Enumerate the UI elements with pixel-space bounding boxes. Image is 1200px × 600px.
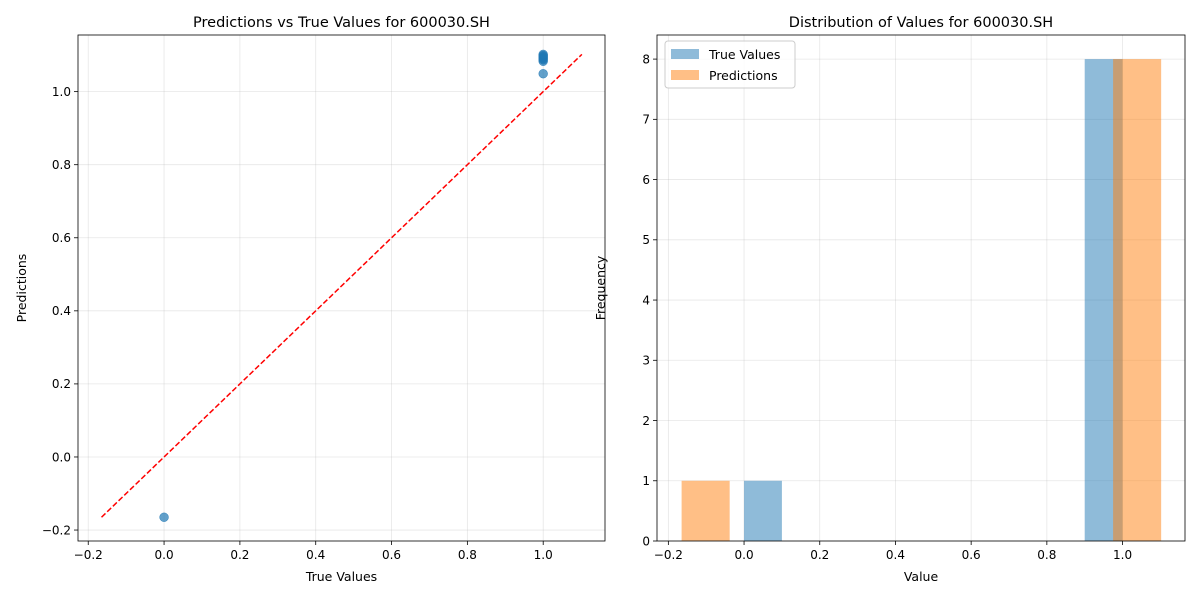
scatter-y-label: Predictions: [14, 254, 29, 323]
x-tick-label: 1.0: [1113, 548, 1132, 562]
histogram-y-ticks: 0 1 2 3 4 5 6 7 8: [642, 52, 657, 548]
y-tick-label: 0.4: [52, 304, 71, 318]
x-tick-label: 0.0: [155, 548, 174, 562]
scatter-grid: [78, 35, 605, 541]
ideal-fit-line: [100, 53, 583, 518]
y-tick-label: 3: [642, 354, 650, 368]
y-tick-label: 0.6: [52, 231, 71, 245]
x-tick-label: 1.0: [534, 548, 553, 562]
scatter-point: [538, 69, 548, 79]
y-tick-label: 0.0: [52, 450, 71, 464]
y-tick-label: 0.8: [52, 158, 71, 172]
true-values-bar: [744, 480, 782, 541]
legend-swatch-predictions: [671, 70, 699, 80]
y-tick-label: 4: [642, 293, 650, 307]
y-tick-label: 1: [642, 474, 650, 488]
y-tick-label: −0.2: [42, 523, 71, 537]
scatter-marks: [100, 49, 583, 522]
histogram-y-label: Frequency: [593, 255, 608, 320]
histogram-legend: True Values Predictions: [664, 40, 796, 89]
x-tick-label: 0.4: [306, 548, 325, 562]
histogram-x-label: Value: [904, 569, 939, 584]
legend-label-true-values: True Values: [708, 47, 780, 62]
histogram-panel: −0.2 0.0 0.2 0.4 0.6 0.8 1.0 0 1 2 3 4 5 6 7 8 Distrib…: [593, 15, 1186, 584]
y-tick-label: 7: [642, 113, 650, 127]
x-tick-label: 0.6: [962, 548, 981, 562]
y-tick-label: 6: [642, 173, 650, 187]
scatter-point: [538, 49, 548, 60]
scatter-x-label: True Values: [305, 569, 377, 584]
y-tick-label: 2: [642, 414, 650, 428]
x-tick-label: 0.8: [1037, 548, 1056, 562]
x-tick-label: 0.0: [735, 548, 754, 562]
scatter-panel: −0.2 0.0 0.2 0.4 0.6 0.8 1.0 −0.2 0.0 0.2 0.4 0.6 0…: [14, 15, 606, 584]
y-tick-label: 0.2: [52, 377, 71, 391]
legend-label-predictions: Predictions: [709, 68, 778, 83]
histogram-marks: [681, 59, 1162, 541]
scatter-title: Predictions vs True Values for 600030.SH: [193, 15, 490, 31]
x-tick-label: 0.8: [458, 548, 477, 562]
scatter-point: [159, 512, 169, 522]
histogram-x-ticks: −0.2 0.0 0.2 0.4 0.6 0.8 1.0: [654, 541, 1132, 562]
y-tick-label: 5: [642, 233, 650, 247]
histogram-title: Distribution of Values for 600030.SH: [789, 15, 1053, 31]
scatter-y-ticks: −0.2 0.0 0.2 0.4 0.6 0.8 1.0: [42, 85, 78, 537]
scatter-axes-frame: [77, 34, 606, 542]
predictions-bar: [1113, 59, 1162, 541]
scatter-x-ticks: −0.2 0.0 0.2 0.4 0.6 0.8 1.0: [74, 541, 553, 562]
y-tick-label: 1.0: [52, 85, 71, 99]
x-tick-label: 0.4: [886, 548, 905, 562]
x-tick-label: 0.6: [382, 548, 401, 562]
x-tick-label: 0.2: [230, 548, 249, 562]
x-tick-label: 0.2: [810, 548, 829, 562]
predictions-bar: [681, 480, 730, 541]
y-tick-label: 0: [642, 534, 650, 548]
x-tick-label: −0.2: [654, 548, 683, 562]
legend-swatch-true-values: [671, 49, 699, 59]
x-tick-label: −0.2: [74, 548, 103, 562]
histogram-axes-frame: [656, 34, 1186, 542]
y-tick-label: 8: [642, 52, 650, 66]
